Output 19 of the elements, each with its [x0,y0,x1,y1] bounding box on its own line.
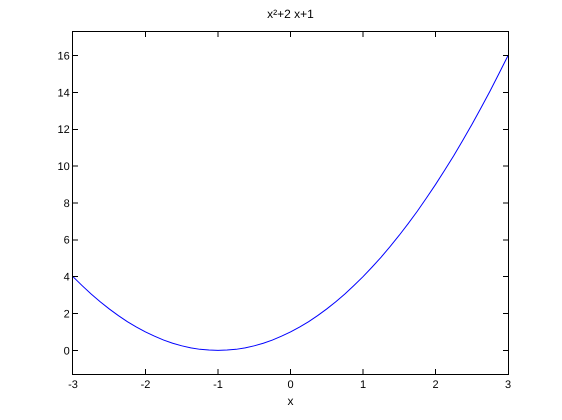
x-tick-label: 0 [287,379,294,392]
x-tick-label: 1 [360,379,366,392]
y-tick-label: 6 [64,234,70,247]
x-tick-label: 3 [504,379,512,392]
x-tick-label: -1 [213,379,223,392]
y-tick-label: 12 [58,124,70,136]
x-axis-title: x [288,394,294,408]
y-tick-label: 2 [64,308,70,320]
x-tick-label: -3 [68,379,78,392]
x-tick-label: 2 [432,379,439,392]
y-tick-label: 4 [64,272,70,284]
y-tick-label: 8 [64,198,70,210]
y-tick-label: 16 [58,50,70,62]
y-tick-label: 0 [64,345,70,358]
line-series [73,55,508,351]
chart-title: x²+2 x+1 [267,7,314,22]
y-tick-label: 10 [58,161,70,173]
y-tick-label: 14 [58,87,70,100]
x-tick-label: -2 [140,379,150,392]
